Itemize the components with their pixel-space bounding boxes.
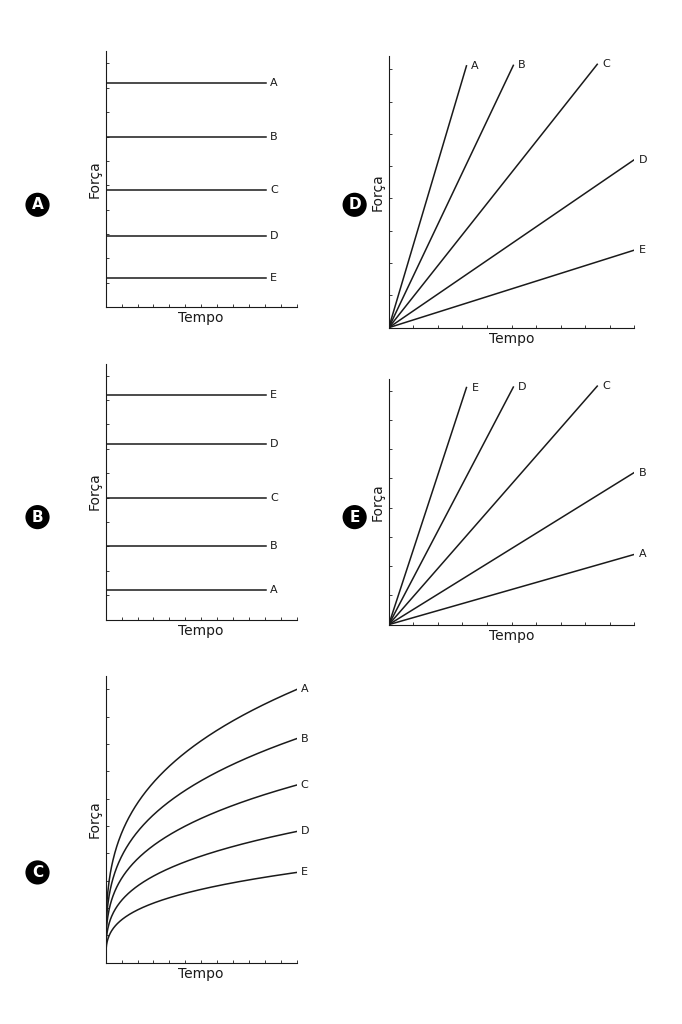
Text: B: B [639, 468, 647, 477]
Text: C: C [270, 493, 278, 503]
Y-axis label: Força: Força [370, 483, 385, 520]
Text: E: E [270, 390, 277, 400]
Text: E: E [349, 510, 360, 524]
Text: C: C [32, 865, 43, 880]
Text: C: C [270, 185, 278, 196]
Text: D: D [270, 439, 278, 449]
Text: B: B [518, 60, 526, 71]
Text: D: D [639, 155, 648, 165]
Y-axis label: Força: Força [87, 161, 102, 198]
Text: D: D [270, 231, 278, 242]
X-axis label: Tempo: Tempo [179, 967, 224, 981]
Text: E: E [270, 273, 277, 283]
Y-axis label: Força: Força [87, 801, 102, 838]
Text: B: B [270, 542, 278, 551]
X-axis label: Tempo: Tempo [489, 629, 534, 643]
Text: C: C [301, 780, 308, 791]
Text: E: E [301, 867, 308, 878]
Text: A: A [639, 550, 647, 559]
Text: A: A [31, 198, 44, 212]
X-axis label: Tempo: Tempo [179, 311, 224, 326]
Text: E: E [471, 383, 478, 392]
Text: A: A [471, 60, 479, 71]
Text: B: B [301, 733, 308, 743]
Text: D: D [349, 198, 361, 212]
Text: D: D [301, 826, 309, 837]
Text: A: A [270, 78, 278, 88]
Text: A: A [301, 684, 308, 694]
Text: D: D [518, 382, 527, 392]
Text: E: E [639, 245, 646, 255]
Text: B: B [31, 510, 44, 524]
Text: C: C [602, 59, 610, 70]
Y-axis label: Força: Força [370, 173, 385, 211]
Text: B: B [270, 131, 278, 141]
Text: A: A [270, 586, 278, 595]
Y-axis label: Força: Força [87, 473, 102, 510]
X-axis label: Tempo: Tempo [489, 332, 534, 346]
Text: C: C [602, 381, 610, 391]
X-axis label: Tempo: Tempo [179, 624, 224, 638]
